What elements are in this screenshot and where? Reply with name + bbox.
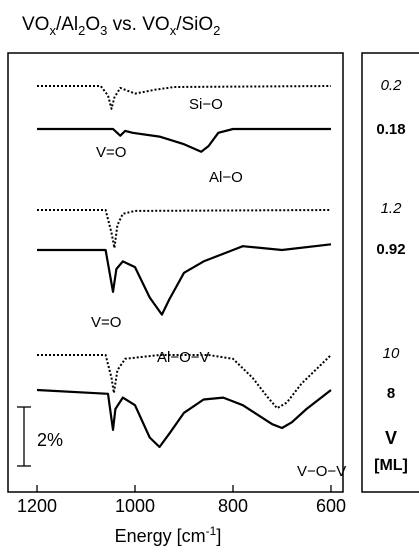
title-part: x xyxy=(169,22,177,38)
plot-frame xyxy=(7,52,344,493)
x-tick-label: 800 xyxy=(218,496,248,516)
title-part: VO xyxy=(22,14,50,35)
peak-annotation: Al−O xyxy=(209,169,243,186)
peak-annotation: V=O xyxy=(91,314,121,331)
peak-annotation: Si−O xyxy=(189,96,223,113)
loading-header: V xyxy=(385,428,397,448)
title-part: 2 xyxy=(78,22,86,38)
title-part: /Al xyxy=(55,14,79,35)
peak-annotation: V=O xyxy=(96,144,126,161)
x-axis-label-superscript: -1 xyxy=(206,524,217,538)
chart-title: VOx/Al2O3 vs. VOx/SiO2 xyxy=(22,14,220,38)
spectrum-SiO2-0.2 xyxy=(37,85,332,110)
spectrum-Al2O3-8 xyxy=(36,388,332,449)
spectrum-Al2O3-0.18 xyxy=(37,127,331,153)
x-axis-label-close: ] xyxy=(216,526,221,546)
title-part: vs. VO xyxy=(107,14,170,35)
x-tick-label: 1200 xyxy=(17,496,57,516)
spectrum-Al2O3-0.92 xyxy=(37,243,332,316)
spectrum-SiO2-1.2 xyxy=(37,209,332,249)
x-axis-label: Energy [cm-1] xyxy=(115,524,222,546)
loading-label: 0.92 xyxy=(376,241,405,258)
title-part: x xyxy=(49,22,56,38)
loading-label: 0.18 xyxy=(376,121,405,138)
loading-label: 1.2 xyxy=(381,200,403,217)
loading-unit: [ML] xyxy=(374,457,408,474)
loading-label: 8 xyxy=(387,385,395,402)
spectrum-SiO2-10 xyxy=(37,354,332,410)
peak-annotation: Al−O−V xyxy=(157,349,210,366)
peak-annotation: V−O−V xyxy=(297,463,346,480)
loading-panel-frame xyxy=(361,52,419,493)
loading-label: 0.2 xyxy=(381,77,403,94)
scale-bar-label: 2% xyxy=(37,430,63,450)
loading-label: 10 xyxy=(383,345,400,362)
x-tick-label: 1000 xyxy=(115,496,155,516)
title-part: /SiO xyxy=(176,14,214,35)
title-part: 2 xyxy=(213,22,221,38)
title-part: 3 xyxy=(100,22,108,38)
x-tick-label: 600 xyxy=(316,496,346,516)
title-part: O xyxy=(85,14,101,35)
